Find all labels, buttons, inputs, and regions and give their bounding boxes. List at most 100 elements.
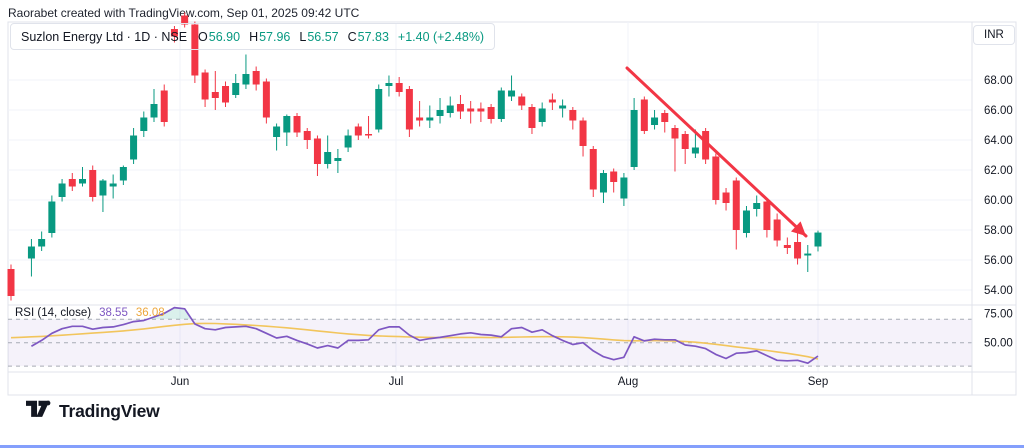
candle-body — [548, 99, 556, 103]
candle-body — [293, 116, 301, 133]
candle-body — [303, 131, 311, 140]
candle-body — [436, 110, 444, 116]
candle-body — [640, 99, 648, 131]
candle-body — [222, 86, 230, 103]
close-value: 57.83 — [357, 29, 389, 44]
candle-body — [252, 71, 260, 85]
trendline[interactable] — [625, 66, 808, 238]
candle-body — [27, 246, 35, 259]
candle-body — [763, 201, 771, 230]
candle-body — [7, 269, 15, 296]
symbol-title: Suzlon Energy Ltd · 1D · NSE — [21, 29, 188, 44]
rsi-label: RSI (14, close) — [15, 307, 92, 319]
tradingview-logo[interactable]: TradingView — [26, 400, 160, 422]
candle-body — [630, 110, 638, 167]
candle-body — [324, 152, 332, 164]
candle-body — [242, 74, 250, 85]
candle-body — [211, 92, 219, 98]
low-value: 56.57 — [307, 29, 339, 44]
price-axis-label: 62.00 — [984, 165, 1013, 177]
close-label: C — [347, 29, 357, 44]
trendline-arrowhead — [791, 221, 806, 236]
time-axis-label: Sep — [808, 376, 828, 388]
candle-body — [518, 96, 526, 106]
candle-body — [58, 183, 66, 197]
high-value: 57.96 — [259, 29, 291, 44]
candle-body — [334, 158, 342, 161]
candle-body — [68, 179, 76, 187]
candle-body — [191, 24, 199, 76]
price-axis-label: 66.00 — [984, 105, 1013, 117]
candle-body — [79, 179, 87, 184]
candle-body — [681, 134, 689, 149]
currency-button[interactable]: INR — [973, 25, 1015, 45]
candle-body — [671, 128, 679, 139]
candle-body — [150, 104, 158, 118]
candle-body — [405, 89, 413, 130]
candle-body — [804, 253, 812, 256]
candle-body — [773, 219, 781, 241]
candle-body — [651, 117, 659, 125]
candle-body — [753, 203, 761, 209]
tradingview-logo-text: TradingView — [59, 400, 160, 421]
candle-body — [130, 135, 138, 160]
candle-body — [170, 29, 178, 37]
candle-body — [456, 104, 464, 112]
candle-body — [273, 126, 281, 137]
rsi-axis-label: 75.00 — [984, 308, 1013, 320]
ohlc-close: C57.83 — [348, 30, 389, 44]
candle-body — [487, 107, 495, 119]
time-axis-label: Jul — [389, 376, 404, 388]
price-axis-label: 64.00 — [984, 135, 1013, 147]
candle-body — [48, 201, 56, 233]
price-axis-label: 58.00 — [984, 225, 1013, 237]
candle-body — [446, 105, 454, 113]
time-axis-label: Jun — [171, 376, 190, 388]
high-label: H — [249, 29, 259, 44]
candle-body — [579, 120, 587, 146]
candle-body — [599, 173, 607, 193]
candle-body — [109, 183, 117, 187]
candle-body — [262, 81, 270, 118]
price-axis-label: 68.00 — [984, 75, 1013, 87]
candle-body — [395, 83, 403, 92]
candle-body — [702, 131, 710, 160]
candle-body — [201, 72, 209, 100]
time-axis-label: Aug — [618, 376, 638, 388]
candle-body — [794, 242, 802, 259]
candle-body — [313, 138, 321, 164]
candle-body — [722, 192, 730, 203]
candle-body — [99, 180, 107, 196]
low-label: L — [299, 29, 307, 44]
candle-body — [89, 170, 97, 197]
candle-body — [620, 177, 628, 199]
candle-body — [232, 83, 240, 95]
candle-body — [691, 147, 699, 154]
candle-body — [559, 105, 567, 109]
candle-body — [712, 156, 720, 200]
rsi-legend[interactable]: RSI (14, close) 38.55 36.08 — [15, 307, 165, 319]
price-axis-label: 54.00 — [984, 285, 1013, 297]
ohlc-high: H57.96 — [249, 30, 290, 44]
candle-body — [375, 89, 383, 130]
change-value: +1.40 (+2.48%) — [397, 29, 485, 44]
rsi-ma-value: 36.08 — [135, 307, 165, 319]
tradingview-logo-icon — [26, 400, 51, 417]
candle-body — [783, 245, 791, 248]
candle-body — [140, 117, 148, 131]
chart-frame — [7, 21, 1017, 396]
bottom-accent-line — [0, 445, 1024, 448]
candle-body — [416, 117, 424, 121]
candle-body — [477, 108, 485, 112]
rsi-axis-label: 50.00 — [984, 338, 1013, 350]
candle-body — [119, 167, 127, 181]
ohlc-low: L56.57 — [299, 30, 338, 44]
candle-body — [814, 232, 822, 247]
candle-body — [283, 116, 291, 133]
symbol-info-bar[interactable]: Suzlon Energy Ltd · 1D · NSE O56.90 H57.… — [10, 23, 496, 50]
candle-body — [497, 90, 505, 119]
ohlc-open: O56.90 — [198, 30, 240, 44]
open-label: O — [198, 29, 208, 44]
